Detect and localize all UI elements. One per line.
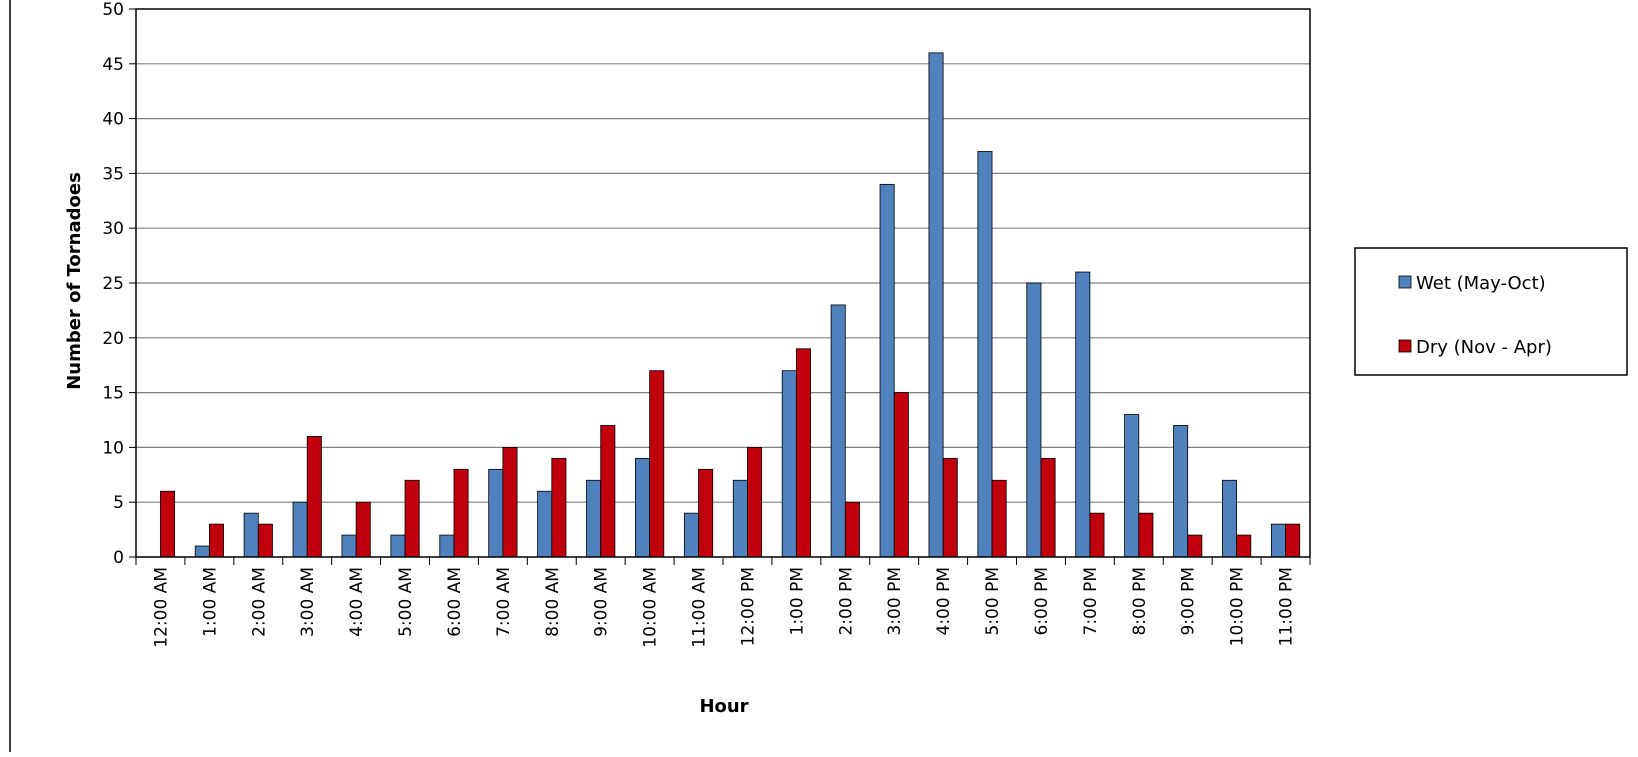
bar-dry-11 bbox=[698, 468, 714, 558]
x-tick-label: 8:00 AM bbox=[543, 567, 563, 637]
bar-wet-5 bbox=[390, 534, 406, 558]
bar-dry-17 bbox=[991, 479, 1007, 558]
gridlines bbox=[129, 8, 1310, 558]
legend: Wet (May-Oct) Dry (Nov - Apr) bbox=[1354, 247, 1628, 376]
bar-wet-8 bbox=[537, 490, 553, 558]
y-tick-label: 0 bbox=[113, 548, 124, 568]
legend-label-wet: Wet (May-Oct) bbox=[1416, 273, 1546, 294]
legend-swatch-wet bbox=[1398, 275, 1412, 289]
bar-dry-9 bbox=[600, 425, 616, 558]
y-tick-label: 50 bbox=[102, 0, 124, 20]
bar-wet-16 bbox=[928, 52, 944, 558]
x-tick-label: 4:00 PM bbox=[934, 567, 954, 636]
x-tick-label: 8:00 PM bbox=[1130, 567, 1150, 636]
x-tick-label: 4:00 AM bbox=[347, 567, 367, 637]
x-tick-label: 10:00 AM bbox=[641, 567, 661, 648]
y-axis-title: Number of Tornadoes bbox=[64, 172, 85, 390]
bar-wet-19 bbox=[1075, 271, 1091, 558]
bar-dry-21 bbox=[1187, 534, 1203, 558]
bar-dry-18 bbox=[1040, 457, 1056, 558]
x-tick-label: 10:00 PM bbox=[1228, 567, 1248, 646]
bar-dry-14 bbox=[844, 501, 860, 558]
legend-swatch-dry bbox=[1398, 339, 1412, 353]
x-tick-label: 5:00 PM bbox=[983, 567, 1003, 636]
x-axis-title: Hour bbox=[699, 696, 748, 717]
bar-dry-16 bbox=[942, 457, 958, 558]
y-tick-label: 5 bbox=[113, 493, 124, 513]
bar-dry-23 bbox=[1285, 523, 1301, 558]
x-tick-label: 6:00 AM bbox=[445, 567, 465, 637]
x-tick-label: 12:00 PM bbox=[738, 567, 758, 646]
bars bbox=[160, 52, 1301, 558]
x-tick-label: 11:00 PM bbox=[1277, 567, 1297, 646]
bar-wet-7 bbox=[488, 468, 504, 558]
y-tick-label: 20 bbox=[102, 329, 124, 349]
y-tick-label: 45 bbox=[102, 55, 124, 75]
bar-wet-6 bbox=[439, 534, 455, 558]
x-tick-label: 9:00 AM bbox=[592, 567, 612, 637]
x-tick-label: 3:00 AM bbox=[298, 567, 318, 637]
bar-dry-10 bbox=[649, 370, 665, 558]
bar-wet-18 bbox=[1026, 282, 1042, 558]
bar-wet-11 bbox=[683, 512, 699, 558]
x-tick-label: 7:00 AM bbox=[494, 567, 514, 637]
bar-dry-1 bbox=[208, 523, 224, 558]
bar-dry-7 bbox=[502, 446, 518, 558]
bar-dry-5 bbox=[404, 479, 420, 558]
bar-dry-2 bbox=[257, 523, 273, 558]
x-tick-label: 2:00 AM bbox=[249, 567, 269, 637]
x-tick-label: 11:00 AM bbox=[690, 567, 710, 648]
bar-wet-1 bbox=[194, 545, 210, 558]
y-tick-label: 10 bbox=[102, 438, 124, 458]
bar-wet-21 bbox=[1173, 425, 1189, 558]
bar-wet-22 bbox=[1222, 479, 1238, 558]
bar-dry-19 bbox=[1089, 512, 1105, 558]
bar-wet-15 bbox=[879, 183, 895, 558]
x-tick-label: 6:00 PM bbox=[1032, 567, 1052, 636]
bar-wet-17 bbox=[977, 151, 993, 558]
bar-dry-3 bbox=[306, 436, 322, 558]
y-tick-label: 40 bbox=[102, 110, 124, 130]
bar-wet-9 bbox=[586, 479, 602, 558]
bar-dry-22 bbox=[1236, 534, 1252, 558]
bar-dry-8 bbox=[551, 457, 567, 558]
bar-dry-6 bbox=[453, 468, 469, 558]
x-tick-label: 3:00 PM bbox=[885, 567, 905, 636]
x-tick-label: 1:00 AM bbox=[200, 567, 220, 637]
bar-wet-14 bbox=[830, 304, 846, 558]
bar-wet-20 bbox=[1124, 414, 1140, 558]
x-axis-tick-labels: 12:00 AM 1:00 AM 2:00 AM 3:00 AM 4:00 AM 5:00… bbox=[135, 557, 1311, 648]
bar-dry-13 bbox=[795, 348, 811, 558]
bar-wet-12 bbox=[732, 479, 748, 558]
bar-wet-23 bbox=[1270, 523, 1286, 558]
x-tick-label: 5:00 AM bbox=[396, 567, 416, 637]
bar-wet-10 bbox=[635, 457, 651, 558]
y-tick-label: 35 bbox=[102, 164, 124, 184]
bar-wet-4 bbox=[341, 534, 357, 558]
bar-wet-3 bbox=[292, 501, 308, 558]
bar-dry-4 bbox=[355, 501, 371, 558]
x-tick-label: 7:00 PM bbox=[1081, 567, 1101, 636]
x-tick-label: 2:00 PM bbox=[836, 567, 856, 636]
x-tick-label: 1:00 PM bbox=[787, 567, 807, 636]
bar-dry-20 bbox=[1138, 512, 1154, 558]
bar-dry-12 bbox=[747, 446, 763, 558]
y-tick-label: 30 bbox=[102, 219, 124, 239]
bar-dry-0 bbox=[160, 490, 176, 558]
y-tick-label: 15 bbox=[102, 384, 124, 404]
bar-wet-13 bbox=[781, 370, 797, 558]
legend-box bbox=[1354, 247, 1628, 376]
y-tick-label: 25 bbox=[102, 274, 124, 294]
bar-dry-15 bbox=[893, 392, 909, 558]
x-tick-label: 12:00 AM bbox=[151, 567, 171, 648]
legend-label-dry: Dry (Nov - Apr) bbox=[1416, 337, 1552, 358]
x-tick-label: 9:00 PM bbox=[1179, 567, 1199, 636]
bar-wet-2 bbox=[243, 512, 259, 558]
y-axis-tick-labels: 0 5 10 15 20 25 30 35 40 45 50 bbox=[102, 0, 124, 568]
